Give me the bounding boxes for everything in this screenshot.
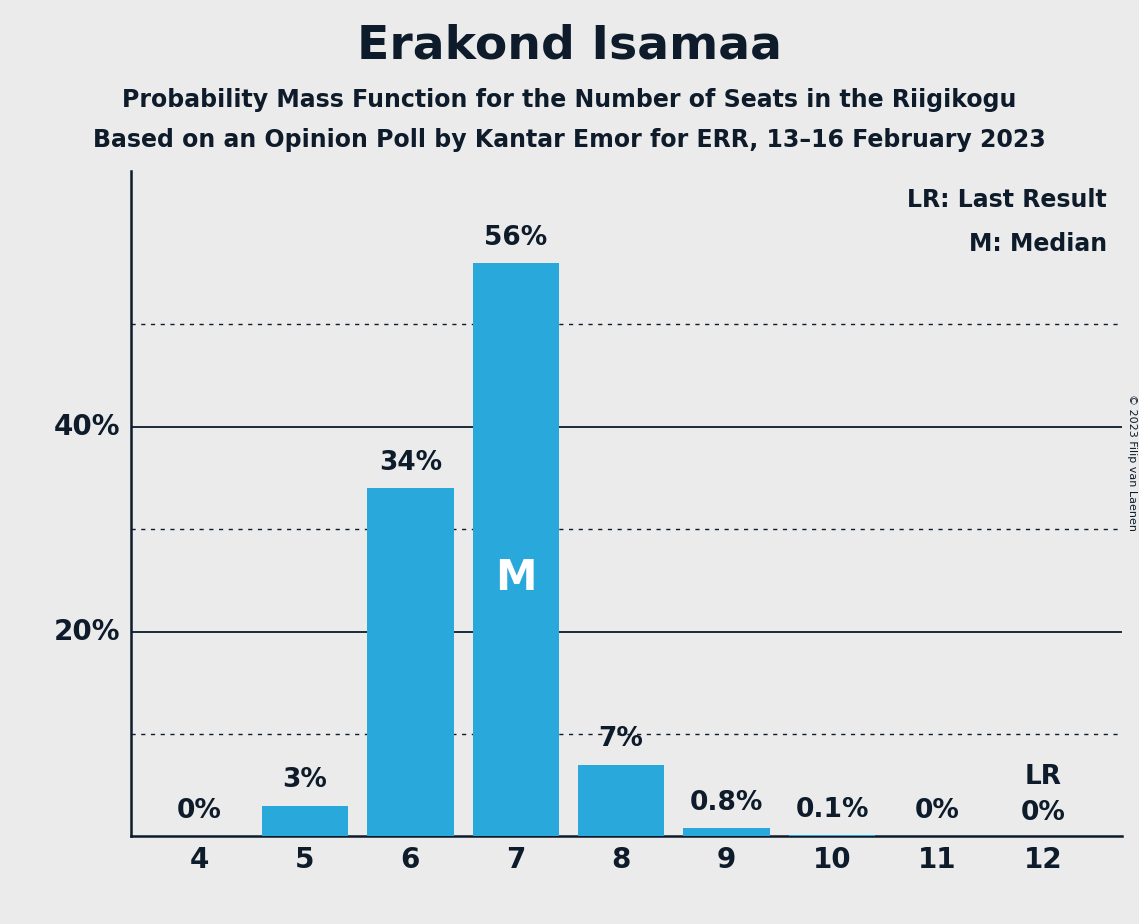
Text: 56%: 56% [484, 225, 548, 250]
Text: Probability Mass Function for the Number of Seats in the Riigikogu: Probability Mass Function for the Number… [122, 88, 1017, 112]
Bar [473, 263, 559, 836]
Text: 0%: 0% [1021, 800, 1065, 826]
Text: 0%: 0% [177, 798, 222, 824]
Text: 34%: 34% [379, 450, 442, 476]
Text: 20%: 20% [54, 617, 120, 646]
Text: © 2023 Filip van Laenen: © 2023 Filip van Laenen [1126, 394, 1137, 530]
Text: M: Median: M: Median [969, 232, 1107, 256]
Text: Erakond Isamaa: Erakond Isamaa [357, 23, 782, 68]
Text: M: M [495, 557, 536, 600]
Text: LR: Last Result: LR: Last Result [908, 188, 1107, 212]
Bar [577, 764, 664, 836]
Text: Based on an Opinion Poll by Kantar Emor for ERR, 13–16 February 2023: Based on an Opinion Poll by Kantar Emor … [93, 128, 1046, 152]
Text: 0%: 0% [915, 798, 960, 824]
Bar [262, 806, 349, 836]
Text: 0.8%: 0.8% [690, 790, 763, 816]
Text: LR: LR [1024, 764, 1062, 790]
Text: 3%: 3% [282, 767, 327, 793]
Bar [789, 835, 875, 836]
Text: 7%: 7% [599, 726, 644, 752]
Bar [367, 488, 453, 836]
Text: 0.1%: 0.1% [795, 796, 869, 823]
Text: 40%: 40% [54, 413, 120, 441]
Bar [683, 828, 770, 836]
